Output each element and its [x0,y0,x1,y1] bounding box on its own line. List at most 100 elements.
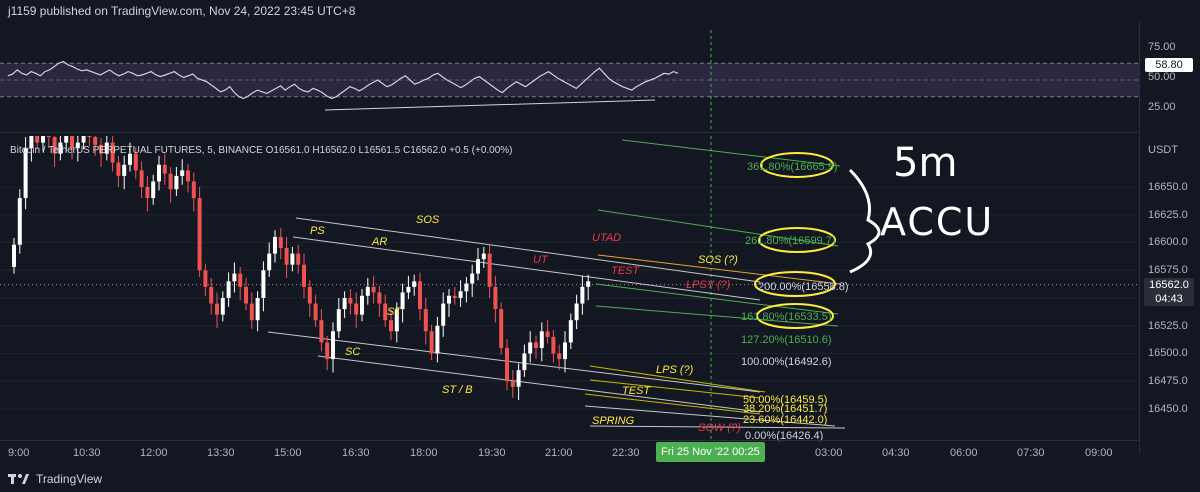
fib-level-line [595,283,839,315]
channel-trendline [295,217,761,283]
candle-body [110,142,115,163]
annotation-ellipse [760,152,834,178]
crosshair-time-tag: Fri 25 Nov '22 00:25 [656,442,765,462]
candle-body [493,286,498,310]
price-tick-2: 16600.0 [1148,236,1188,248]
price-tick-4: 16525.0 [1148,320,1188,332]
candle-body [302,264,306,287]
candle-body [557,353,562,360]
annotation-ellipse [758,227,836,253]
candle-body [186,170,190,182]
candle-body [360,295,364,315]
candle-body [510,381,515,387]
candle-body [151,181,156,199]
price-tick-5: 16500.0 [1148,347,1188,359]
candle-body [168,173,173,190]
channel-trendline [292,236,761,301]
candle-body [64,136,69,143]
candle-body [145,187,150,199]
candle-body [191,181,196,199]
candle-body [244,286,248,304]
candle-body [423,309,428,332]
candle-body [17,198,22,245]
time-tick-8: 21:00 [545,447,573,459]
annotation-ellipse [754,271,836,297]
price-axis[interactable]: 75.00 25.00 58.80 50.00 USDT 16650.0 166… [1139,22,1200,454]
label-test-upper: TEST [611,265,640,277]
time-tick-3: 13:30 [207,447,235,459]
fib-label-0: 0.00%(16426.4) [745,430,824,442]
fib-label-38: 38.20%(16451.7) [743,403,828,415]
candle-body [539,331,544,348]
pane-separator[interactable] [0,132,1139,133]
label-sow: SOW (?) [698,422,741,434]
candle-body [348,298,353,304]
rsi-tick-75: 75.00 [1148,41,1176,53]
candle-body [441,303,446,326]
fib-label-127: 127.20%(16510.6) [741,334,832,346]
label-utad: UTAD [592,232,622,244]
candle-body [58,142,63,154]
time-tick-0: 9:00 [8,447,30,459]
candle-body [139,170,144,187]
rsi-tick-50: 50.00 [1148,71,1176,83]
candle-body [157,164,161,182]
candle-body [377,292,382,304]
candle-body [394,309,399,332]
price-pane[interactable] [0,136,1139,454]
rsi-value-tag: 58.80 [1145,58,1193,72]
candle-body [180,170,185,176]
candle-body [273,236,277,254]
footer: TradingView [0,466,1200,492]
time-tick-9: 22:30 [612,447,640,459]
candle-body [429,331,434,354]
annotation-ellipse [756,303,834,329]
candle-body [290,253,295,265]
candle-body [278,236,283,249]
price-tick-1: 16625.0 [1148,209,1188,221]
label-ut: UT [533,254,548,266]
candle-body [261,270,266,298]
candle-body [383,303,388,321]
candle-body [435,325,440,354]
hand-drawn-brace [848,168,881,274]
time-tick-4: 15:00 [274,447,302,459]
candle-body [365,286,370,296]
fib-channel-line [589,379,761,399]
symbol-legend: Bitcoin / TetherUS PERPETUAL FUTURES, 5,… [10,145,513,156]
candle-body [99,144,103,154]
fib-level-line [595,305,839,327]
candle-body [481,253,486,260]
candle-body [12,244,16,267]
rsi-tick-25: 25.00 [1148,101,1176,113]
candle-body [35,136,40,143]
candle-body [406,286,411,293]
candle-body [568,320,573,343]
rsi-pane[interactable] [0,30,1139,130]
candle-body [133,153,138,171]
time-axis[interactable]: 9:00 10:30 12:00 13:30 15:00 16:30 18:00… [0,440,1139,467]
candle-body [487,253,492,287]
candle-body [522,353,527,371]
fib-label-100: 100.00%(16492.6) [741,356,832,368]
label-sos-question: SOS (?) [698,254,738,266]
candle-body [336,309,341,332]
time-tick-14: 09:00 [1085,447,1113,459]
candle-body [46,136,51,138]
candle-body [452,295,457,298]
price-unit: USDT [1148,144,1178,156]
label-sc: SC [345,346,361,358]
candle-body [412,281,417,287]
fib-label-200: 200.00%(16558.8) [758,281,849,293]
candle-body [574,303,579,321]
candle-body [528,342,533,354]
candle-body [249,303,254,321]
current-price-tag: 16562.0 04:43 [1144,278,1194,306]
price-tick-7: 16450.0 [1148,403,1188,415]
rsi-line [7,60,679,100]
label-lps: LPS (?) [656,364,694,376]
candle-body [331,331,335,360]
candle-body [447,295,451,304]
candle-body [307,286,312,304]
candle-body [93,137,98,145]
